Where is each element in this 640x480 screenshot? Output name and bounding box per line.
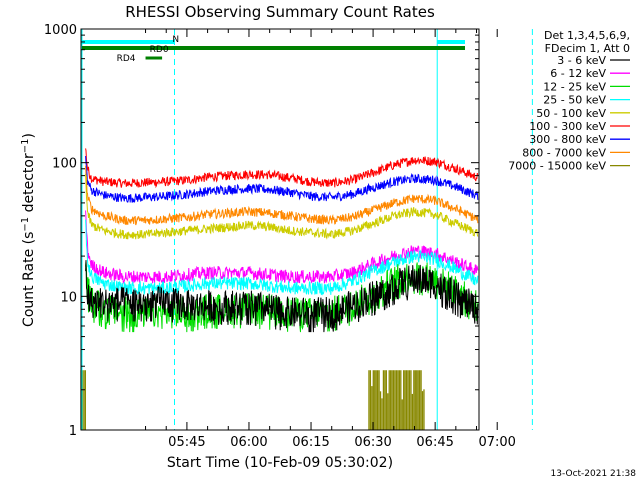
state-label-n: N [172,35,179,45]
timestamp: 13-Oct-2021 21:38 [551,469,637,479]
y-axis: 1 10 100 1000 [44,23,479,439]
chart-title: RHESSI Observing Summary Count Rates [125,3,435,21]
legend-label: 100 - 300 keV [529,120,606,133]
x-tick-label: 06:15 [292,435,329,450]
y-tick-label: 100 [52,157,77,172]
x-tick-label: 05:45 [168,435,205,450]
legend: Det 1,3,4,5,6,9,FDecim 1, Att 03 - 6 keV… [508,29,630,173]
legend-label: 800 - 7000 keV [522,146,606,159]
y-tick-label: 1000 [44,23,77,38]
series-line-2 [85,165,479,226]
legend-label: 6 - 12 keV [550,67,606,80]
x-tick-label: 06:45 [416,435,453,450]
series-line-1 [85,155,479,204]
x-axis-label: Start Time (10-Feb-09 05:30:02) [167,455,393,471]
x-tick-label: 06:00 [230,435,267,450]
legend-label: 50 - 100 keV [536,107,606,120]
legend-label: 7000 - 15000 keV [508,160,606,173]
state-label-rd4: RD4 [117,54,136,64]
legend-label: 12 - 25 keV [543,80,606,93]
plot-frame [80,28,480,431]
series-line-3 [85,173,479,240]
state-label-rd0: RD0 [150,45,169,55]
legend-label: 3 - 6 keV [557,54,606,67]
y-tick-label: 10 [60,290,77,305]
y-tick-label: 1 [69,424,77,439]
x-tick-label: 07:00 [478,435,515,450]
series-line-5 [85,219,479,296]
legend-label: 25 - 50 keV [543,94,606,107]
legend-header: Det 1,3,4,5,6,9, [544,29,630,42]
x-tick-label: 06:30 [354,435,391,450]
x-axis: 05:45 06:00 06:15 06:30 06:45 07:00 [145,29,516,450]
y-axis-label: Count Rate (s−1 detector−1) [20,133,37,327]
legend-header: FDecim 1, Att 0 [545,42,630,55]
legend-label: 300 - 800 keV [529,133,606,146]
series-line-0 [85,148,479,189]
series-line-7 [85,260,479,333]
shaded-bar-group [368,370,425,430]
